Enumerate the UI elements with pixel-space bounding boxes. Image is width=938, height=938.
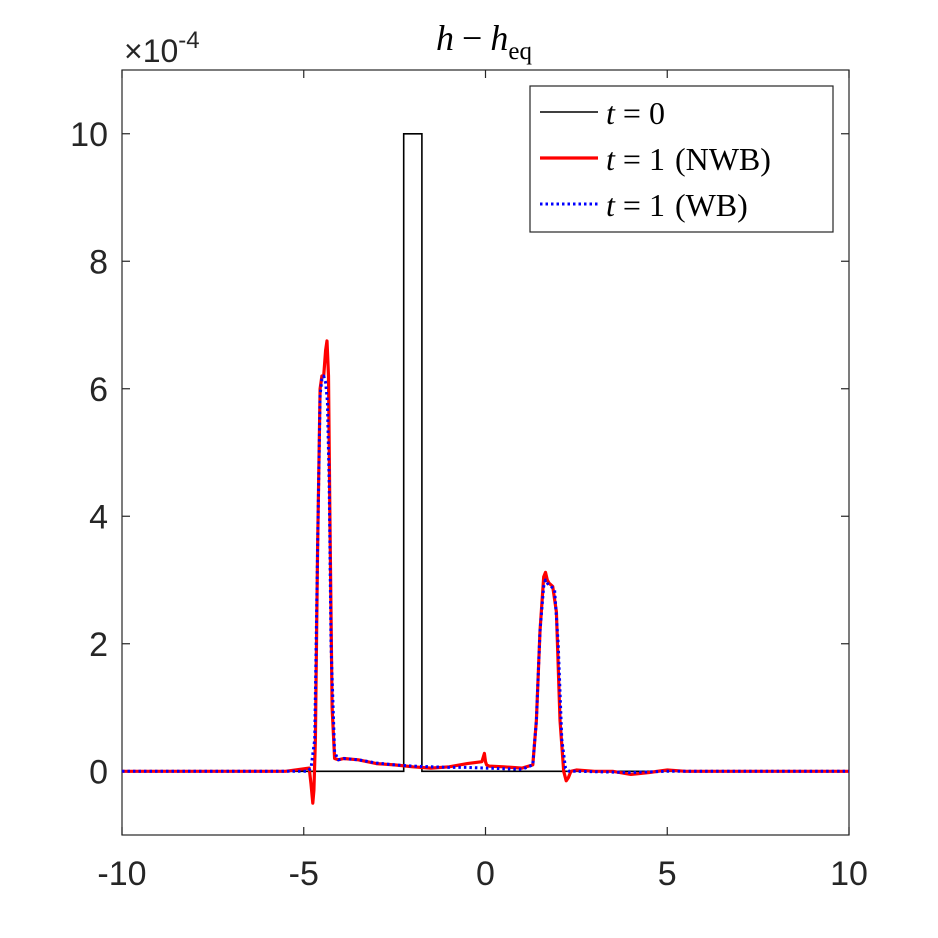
chart-title: h − heq — [436, 18, 532, 65]
legend-label-t0: t = 0 — [606, 95, 665, 131]
exponent-base: ×10 — [124, 33, 178, 69]
series-group — [122, 133, 849, 805]
legend-label-nwb: t = 1 (NWB) — [606, 141, 771, 177]
x-tick-labels: -10 -5 0 5 10 — [97, 855, 867, 893]
y-tick-label: 8 — [89, 243, 108, 281]
series-line-t0 — [122, 133, 849, 773]
y-tick-label: 10 — [70, 116, 108, 154]
title-var: h — [436, 18, 454, 58]
y-exponent-label: ×10-4 — [124, 27, 200, 69]
y-tick-label: 6 — [89, 371, 108, 409]
x-tick-label: 10 — [830, 855, 868, 893]
y-tick-labels: 0 2 4 6 8 10 — [70, 116, 108, 792]
axis-ticks — [121, 70, 850, 835]
legend: t = 0 t = 1 (NWB) t = 1 (WB) — [529, 85, 834, 233]
title-operator: − — [462, 18, 482, 58]
x-tick-label: 5 — [658, 855, 677, 893]
x-tick-label: -5 — [289, 855, 319, 893]
exponent-power: -4 — [178, 27, 199, 54]
x-tick-label: 0 — [476, 855, 495, 893]
y-tick-label: 0 — [89, 753, 108, 791]
legend-label-wb: t = 1 (WB) — [606, 187, 748, 223]
title-var2: h — [490, 18, 508, 58]
y-tick-label: 2 — [89, 626, 108, 664]
series-line-wb — [122, 374, 849, 774]
y-tick-label: 4 — [89, 498, 108, 536]
title-subscript: eq — [508, 38, 532, 65]
series-line-nwb — [122, 339, 849, 805]
x-tick-label: -10 — [97, 855, 146, 893]
